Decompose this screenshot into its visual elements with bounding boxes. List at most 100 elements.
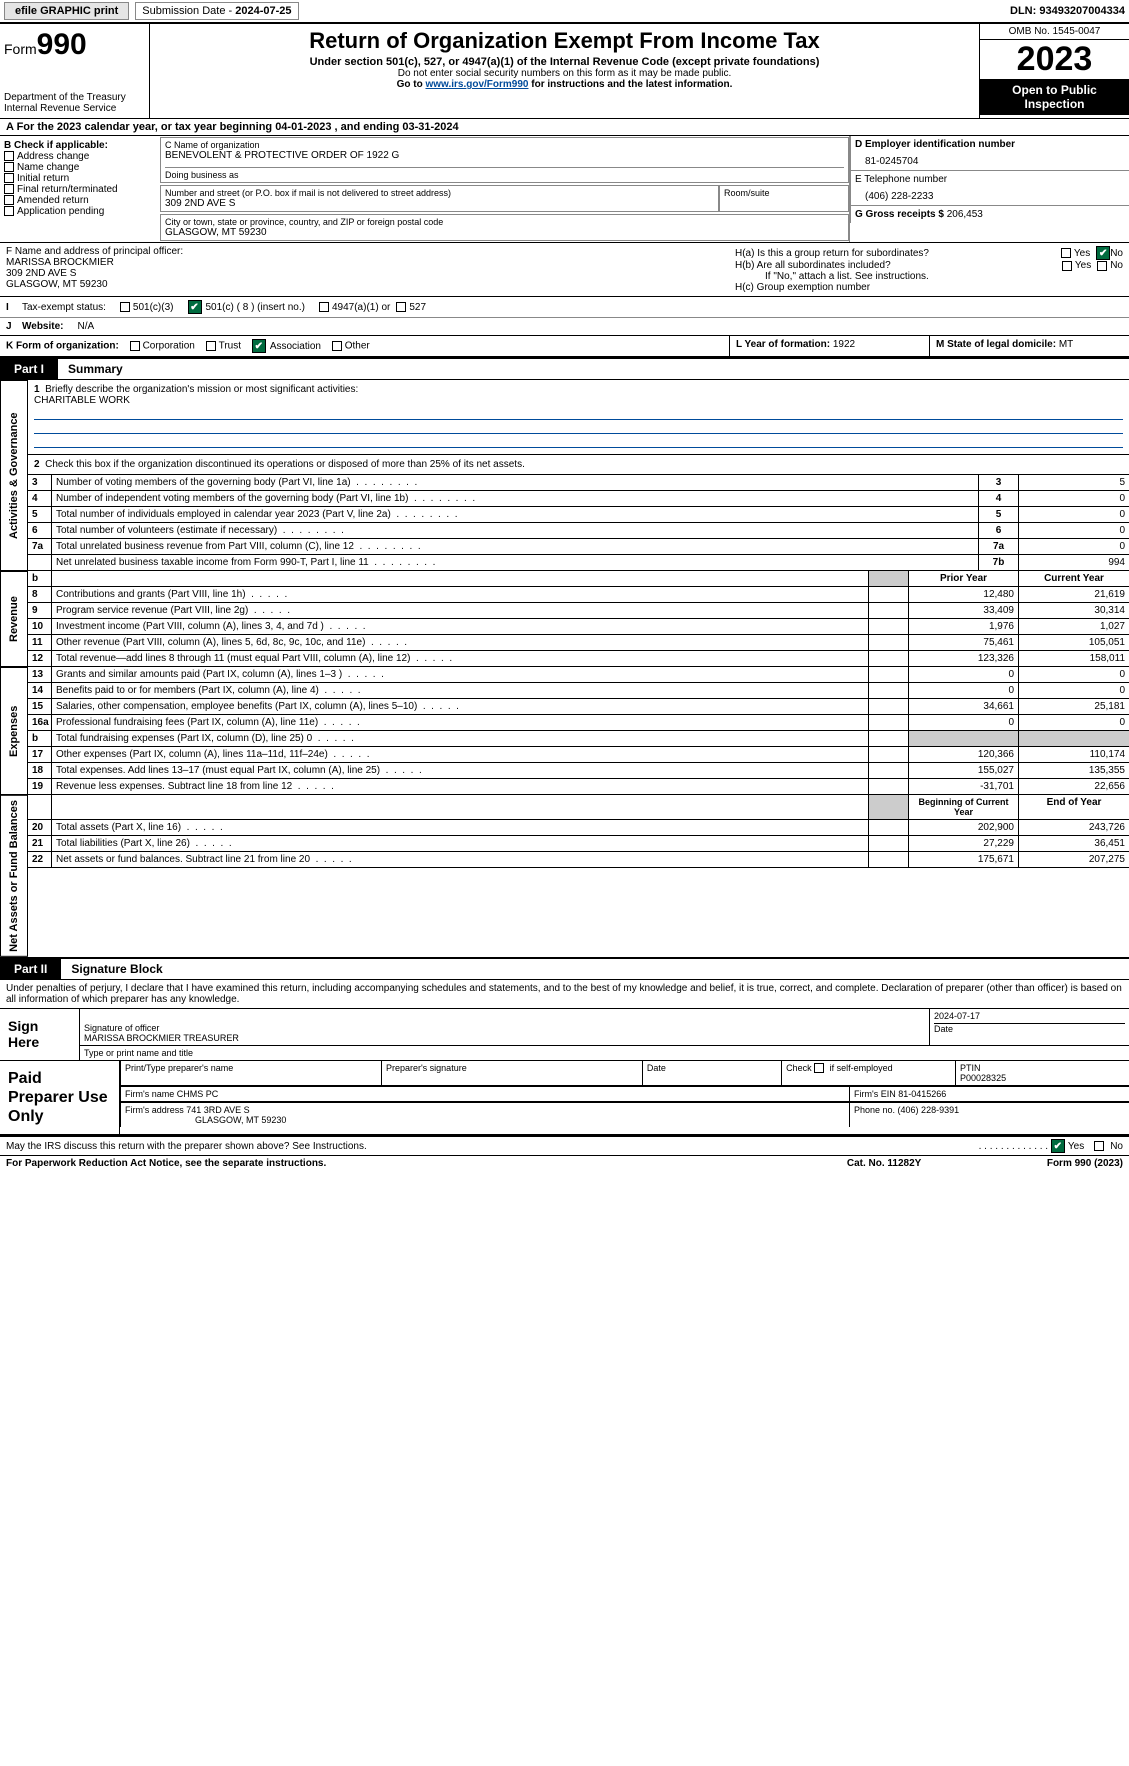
sum-row: 3 Number of voting members of the govern… (28, 475, 1129, 491)
submission-date-box: Submission Date - 2024-07-25 (135, 2, 298, 20)
phone-label: E Telephone number (855, 174, 1125, 185)
part2-title: Signature Block (61, 959, 1129, 980)
sign-here-label: Sign Here (0, 1009, 80, 1060)
submission-date-value: 2024-07-25 (235, 5, 291, 17)
prep-sig-label: Preparer's signature (381, 1061, 642, 1086)
irs-link[interactable]: www.irs.gov/Form990 (425, 79, 528, 90)
discuss-no-check[interactable] (1094, 1141, 1104, 1151)
rev-header-row: b Prior YearCurrent Year (28, 571, 1129, 587)
opt-address-change[interactable]: Address change (4, 151, 156, 162)
prep-date-label: Date (642, 1061, 781, 1086)
sum-row: 15 Salaries, other compensation, employe… (28, 699, 1129, 715)
officer-name: MARISSA BROCKMIER (6, 257, 723, 268)
public-inspection: Open to Public Inspection (980, 79, 1129, 115)
sum-row: 10 Investment income (Part VIII, column … (28, 619, 1129, 635)
box-b: B Check if applicable: Address change Na… (0, 136, 160, 242)
te-501c-check[interactable]: ✔ (188, 300, 202, 314)
sum-row: 16a Professional fundraising fees (Part … (28, 715, 1129, 731)
k-other-check[interactable] (332, 341, 342, 351)
net-section: Net Assets or Fund Balances Beginning of… (0, 795, 1129, 957)
efile-button[interactable]: efile GRAPHIC print (4, 2, 129, 20)
row-i: ITax-exempt status: 501(c)(3) ✔501(c) ( … (0, 297, 1129, 318)
section-fh: F Name and address of principal officer:… (0, 243, 1129, 297)
opt-final-return[interactable]: Final return/terminated (4, 184, 156, 195)
box-m: M State of legal domicile: MT (929, 336, 1129, 356)
tax-year: 2023 (980, 40, 1129, 79)
officer-addr1: 309 2ND AVE S (6, 268, 723, 279)
omb-number: OMB No. 1545-0047 (980, 24, 1129, 40)
hb-yes-check[interactable] (1062, 261, 1072, 271)
sum-row: 4 Number of independent voting members o… (28, 491, 1129, 507)
mission-block: 1 Briefly describe the organization's mi… (28, 380, 1129, 455)
ha-no-check[interactable]: ✔ (1096, 246, 1110, 260)
opt-amended[interactable]: Amended return (4, 195, 156, 206)
sum-row: 11 Other revenue (Part VIII, column (A),… (28, 635, 1129, 651)
net-sidelabel: Net Assets or Fund Balances (0, 795, 28, 957)
sum-row: 22 Net assets or fund balances. Subtract… (28, 852, 1129, 868)
sum-row: 20 Total assets (Part X, line 16) . . . … (28, 820, 1129, 836)
footer-right: Form 990 (2023) (1047, 1158, 1123, 1169)
may-discuss-row: May the IRS discuss this return with the… (0, 1136, 1129, 1155)
te-4947-check[interactable] (319, 302, 329, 312)
page-footer: For Paperwork Reduction Act Notice, see … (0, 1155, 1129, 1171)
ein-label: D Employer identification number (855, 139, 1125, 150)
part2-tab: Part II (0, 959, 61, 980)
te-501c3-check[interactable] (120, 302, 130, 312)
sum-row: 13 Grants and similar amounts paid (Part… (28, 667, 1129, 683)
room-label: Room/suite (724, 188, 844, 198)
hb-label: H(b) Are all subordinates included? (735, 260, 1062, 271)
discuss-question: May the IRS discuss this return with the… (6, 1141, 979, 1152)
sum-row: 17 Other expenses (Part IX, column (A), … (28, 747, 1129, 763)
sum-row: 7a Total unrelated business revenue from… (28, 539, 1129, 555)
ein-value: 81-0245704 (855, 150, 1125, 167)
discuss-yes-check[interactable]: ✔ (1051, 1139, 1065, 1153)
form-subtitle: Under section 501(c), 527, or 4947(a)(1)… (154, 56, 975, 68)
gross-label: G Gross receipts $ (855, 209, 947, 220)
hb-note: If "No," attach a list. See instructions… (735, 271, 1123, 282)
sign-here-block: Sign Here Signature of officer MARISSA B… (0, 1009, 1129, 1061)
k-corp-check[interactable] (130, 341, 140, 351)
te-527-check[interactable] (396, 302, 406, 312)
sig-officer-label: Signature of officer (84, 1023, 925, 1033)
city-value: GLASGOW, MT 59230 (165, 227, 844, 238)
officer-label: F Name and address of principal officer: (6, 246, 723, 257)
exp-section: Expenses 13 Grants and similar amounts p… (0, 667, 1129, 795)
k-assoc-check[interactable]: ✔ (252, 339, 266, 353)
addr-value: 309 2ND AVE S (165, 198, 714, 209)
top-toolbar: efile GRAPHIC print Submission Date - 20… (0, 0, 1129, 24)
opt-name-change[interactable]: Name change (4, 162, 156, 173)
hc-label: H(c) Group exemption number (735, 282, 1123, 293)
firm-phone-cell: Phone no. (406) 228-9391 (849, 1103, 1129, 1127)
rev-sidelabel: Revenue (0, 571, 28, 667)
firm-name-cell: Firm's name CHMS PC (120, 1087, 849, 1102)
form-title: Return of Organization Exempt From Incom… (154, 28, 975, 54)
part1-title: Summary (58, 359, 1129, 380)
box-c: C Name of organization BENEVOLENT & PROT… (160, 136, 849, 242)
sum-row: 6 Total number of volunteers (estimate i… (28, 523, 1129, 539)
k-trust-check[interactable] (206, 341, 216, 351)
city-label: City or town, state or province, country… (165, 217, 844, 227)
dln-box: DLN: 93493207004334 (1010, 5, 1125, 17)
opt-pending[interactable]: Application pending (4, 206, 156, 217)
sum-row: b Total fundraising expenses (Part IX, c… (28, 731, 1129, 747)
gov-section: Activities & Governance 1 Briefly descri… (0, 380, 1129, 571)
hb-no-check[interactable] (1097, 261, 1107, 271)
mission-label: Briefly describe the organization's miss… (45, 384, 358, 395)
website-label: Website: (22, 321, 64, 332)
firm-ein-cell: Firm's EIN 81-0415266 (849, 1087, 1129, 1102)
ha-yes-check[interactable] (1061, 248, 1071, 258)
website-value: N/A (78, 321, 95, 332)
footer-mid: Cat. No. 11282Y (847, 1158, 1047, 1169)
self-emp-check[interactable] (814, 1063, 824, 1073)
dept-treasury: Department of the Treasury Internal Reve… (4, 92, 145, 114)
opt-initial-return[interactable]: Initial return (4, 173, 156, 184)
goto-note: Go to www.irs.gov/Form990 for instructio… (154, 79, 975, 90)
section-bcdeg: B Check if applicable: Address change Na… (0, 136, 1129, 243)
footer-left: For Paperwork Reduction Act Notice, see … (6, 1158, 847, 1169)
row-j: JWebsite: N/A (0, 318, 1129, 335)
sum-row: 19 Revenue less expenses. Subtract line … (28, 779, 1129, 795)
sum-row: 5 Total number of individuals employed i… (28, 507, 1129, 523)
part2-header: Part II Signature Block (0, 957, 1129, 980)
form-header: Form990 Department of the Treasury Inter… (0, 24, 1129, 119)
tax-exempt-label: Tax-exempt status: (22, 302, 106, 313)
